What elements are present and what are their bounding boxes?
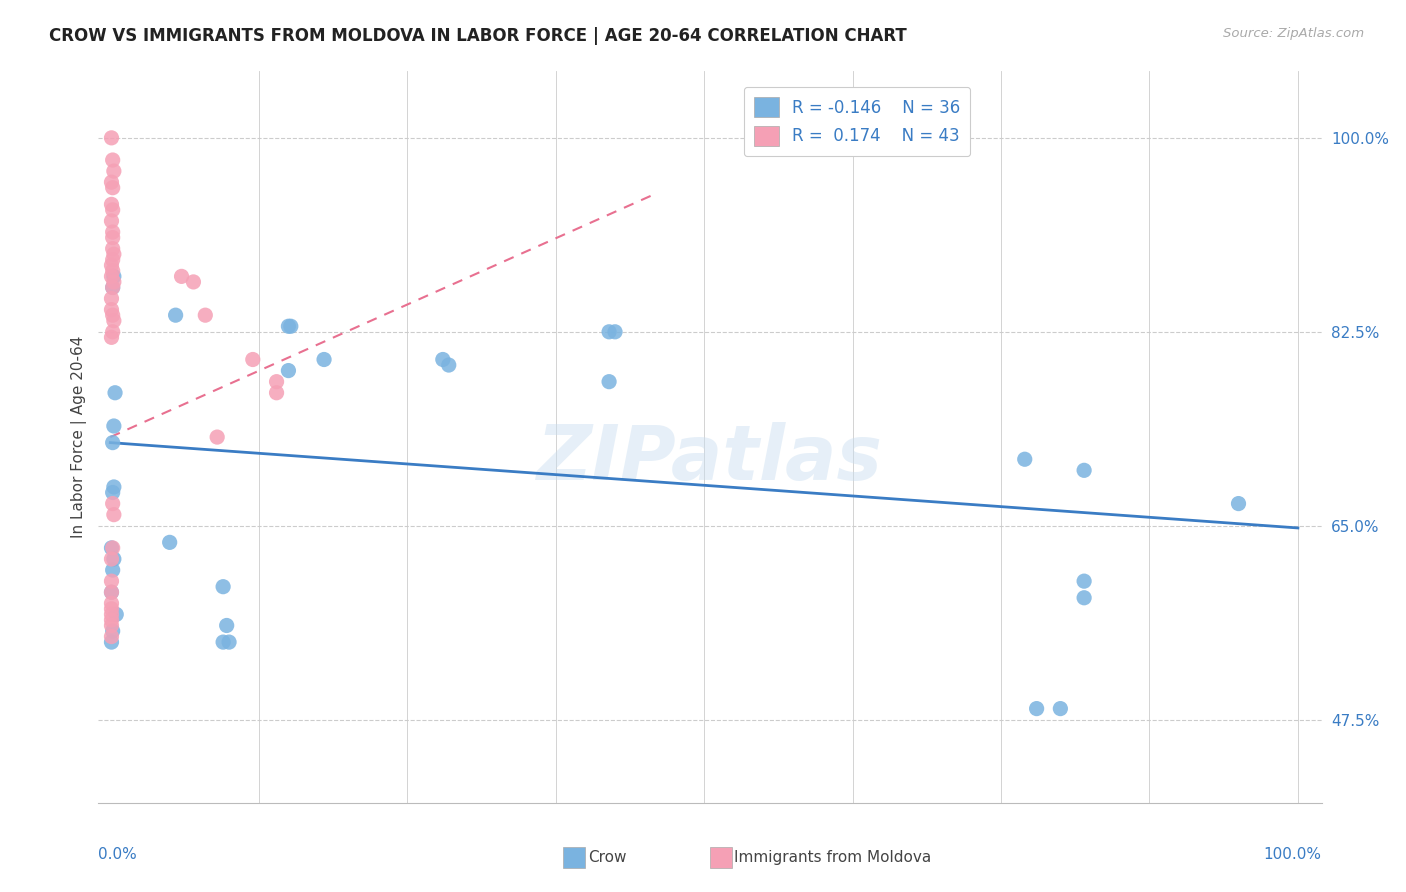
Point <box>101 153 124 167</box>
Point <box>104 385 127 400</box>
Point <box>100 574 122 589</box>
Point <box>215 618 238 632</box>
Text: CROW VS IMMIGRANTS FROM MOLDOVA IN LABOR FORCE | AGE 20-64 CORRELATION CHART: CROW VS IMMIGRANTS FROM MOLDOVA IN LABOR… <box>49 27 907 45</box>
Point <box>598 375 620 389</box>
Point <box>1049 701 1071 715</box>
Legend: R = -0.146    N = 36, R =  0.174    N = 43: R = -0.146 N = 36, R = 0.174 N = 43 <box>744 87 970 156</box>
Point <box>100 585 122 599</box>
Point <box>312 352 335 367</box>
Point <box>159 535 181 549</box>
Point <box>101 624 124 638</box>
Point <box>100 214 122 228</box>
Point <box>103 164 125 178</box>
Point <box>100 596 122 610</box>
Point <box>101 225 124 239</box>
Point <box>100 635 122 649</box>
Point <box>101 563 124 577</box>
Point <box>101 485 124 500</box>
Point <box>1025 701 1047 715</box>
Point <box>100 630 122 644</box>
Point <box>103 552 125 566</box>
Text: Source: ZipAtlas.com: Source: ZipAtlas.com <box>1223 27 1364 40</box>
Point <box>101 325 124 339</box>
Point <box>103 275 125 289</box>
Point <box>218 635 240 649</box>
Text: Crow: Crow <box>588 850 626 865</box>
Point <box>101 308 124 322</box>
Point <box>603 325 626 339</box>
Point <box>103 419 125 434</box>
Point <box>212 580 235 594</box>
Text: 0.0%: 0.0% <box>98 847 138 862</box>
Point <box>266 385 288 400</box>
Text: ZIPatlas: ZIPatlas <box>537 422 883 496</box>
Point <box>101 202 124 217</box>
Point <box>194 308 217 322</box>
Point <box>100 258 122 272</box>
Point <box>105 607 128 622</box>
Point <box>1014 452 1036 467</box>
Point <box>1073 591 1095 605</box>
Point <box>101 497 124 511</box>
Point <box>101 435 124 450</box>
Point <box>103 508 125 522</box>
Point <box>100 197 122 211</box>
Point <box>165 308 187 322</box>
Text: 100.0%: 100.0% <box>1264 847 1322 862</box>
Point <box>277 363 299 377</box>
Point <box>100 613 122 627</box>
Point <box>100 330 122 344</box>
Point <box>437 358 460 372</box>
Point <box>103 269 125 284</box>
Point <box>1073 574 1095 589</box>
Point <box>1073 463 1095 477</box>
FancyBboxPatch shape <box>710 847 733 868</box>
Point <box>100 292 122 306</box>
Point <box>100 618 122 632</box>
Point <box>101 280 124 294</box>
Point <box>183 275 205 289</box>
Point <box>101 264 124 278</box>
Point <box>101 180 124 194</box>
Point <box>101 252 124 267</box>
Point <box>103 314 125 328</box>
Point <box>277 319 299 334</box>
Point <box>101 280 124 294</box>
Point <box>100 131 122 145</box>
Point <box>598 325 620 339</box>
Point <box>100 175 122 189</box>
Point <box>100 602 122 616</box>
Point <box>100 541 122 555</box>
Text: Immigrants from Moldova: Immigrants from Moldova <box>734 850 932 865</box>
Point <box>170 269 193 284</box>
Point <box>205 430 228 444</box>
Y-axis label: In Labor Force | Age 20-64: In Labor Force | Age 20-64 <box>72 336 87 538</box>
Point <box>100 607 122 622</box>
Point <box>103 480 125 494</box>
Point <box>100 302 122 317</box>
Point <box>103 247 125 261</box>
Point <box>280 319 302 334</box>
Point <box>212 635 235 649</box>
Point <box>1227 497 1250 511</box>
Point <box>100 552 122 566</box>
Point <box>101 242 124 256</box>
Point <box>242 352 264 367</box>
Point <box>266 375 288 389</box>
FancyBboxPatch shape <box>564 847 585 868</box>
Point <box>432 352 454 367</box>
Point <box>101 230 124 244</box>
Point <box>100 585 122 599</box>
Point <box>100 269 122 284</box>
Point <box>101 541 124 555</box>
